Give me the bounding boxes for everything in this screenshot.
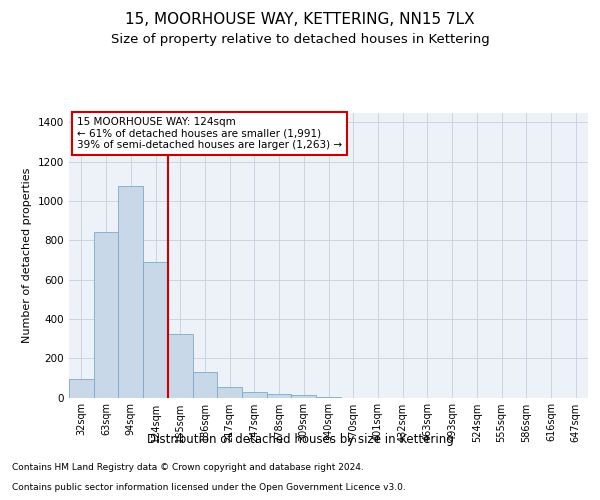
Text: Distribution of detached houses by size in Kettering: Distribution of detached houses by size … <box>146 432 454 446</box>
Text: 15 MOORHOUSE WAY: 124sqm
← 61% of detached houses are smaller (1,991)
39% of sem: 15 MOORHOUSE WAY: 124sqm ← 61% of detach… <box>77 117 342 150</box>
Text: Size of property relative to detached houses in Kettering: Size of property relative to detached ho… <box>110 32 490 46</box>
Bar <box>118 186 143 398</box>
Text: 15, MOORHOUSE WAY, KETTERING, NN15 7LX: 15, MOORHOUSE WAY, KETTERING, NN15 7LX <box>125 12 475 28</box>
Bar <box>242 392 267 398</box>
Bar <box>267 394 292 398</box>
Bar <box>292 395 316 398</box>
Bar <box>217 386 242 398</box>
Bar <box>143 262 168 398</box>
Y-axis label: Number of detached properties: Number of detached properties <box>22 168 32 342</box>
Bar <box>316 396 341 398</box>
Bar <box>69 379 94 398</box>
Bar <box>193 372 217 398</box>
Bar <box>94 232 118 398</box>
Bar <box>168 334 193 398</box>
Text: Contains public sector information licensed under the Open Government Licence v3: Contains public sector information licen… <box>12 484 406 492</box>
Text: Contains HM Land Registry data © Crown copyright and database right 2024.: Contains HM Land Registry data © Crown c… <box>12 464 364 472</box>
